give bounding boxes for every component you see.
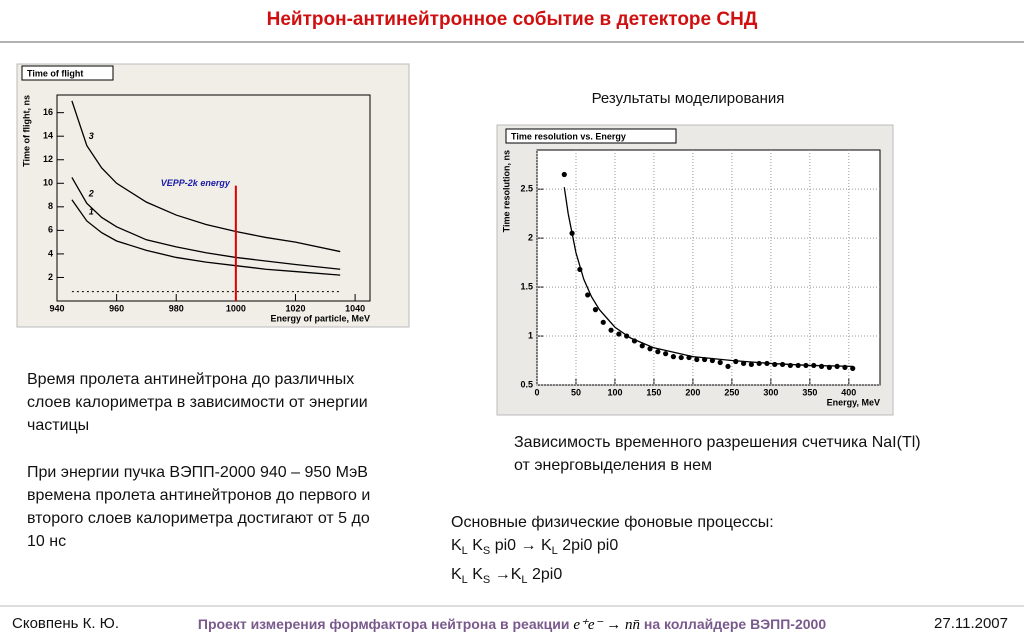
chart-title: Time resolution vs. Energy: [511, 131, 626, 141]
y-tick-label: 2.5: [520, 184, 533, 194]
data-point: [608, 327, 614, 333]
paragraph: Время пролета антинейтрона до различных …: [27, 371, 368, 434]
y-tick-label: 4: [48, 248, 53, 258]
series-line: [71, 100, 341, 253]
chart-title: Time of flight: [27, 68, 83, 78]
footer-formula: e⁺e⁻ → nn̄: [573, 617, 640, 633]
data-point: [670, 354, 677, 360]
annotation-text: VEPP-2k energy: [161, 178, 231, 188]
x-tick-label: 1000: [226, 303, 246, 313]
chart-title-box: [21, 65, 114, 81]
data-point: [717, 359, 723, 366]
process-text: K: [451, 566, 462, 584]
data-point: [647, 346, 653, 352]
subscript: L: [461, 574, 468, 587]
x-tick-label: 0: [534, 387, 539, 397]
plot-frame: [56, 94, 371, 302]
data-point: [616, 331, 622, 337]
curve-label: 2: [88, 189, 94, 199]
sim-caption: Результаты моделирования: [591, 90, 785, 107]
x-tick-label: 150: [646, 387, 661, 397]
data-point: [818, 363, 825, 369]
x-tick-label: 250: [724, 387, 739, 397]
process-text: 2pi0 pi0: [557, 537, 619, 554]
subscript: S: [482, 545, 491, 558]
plot-frame: [536, 149, 881, 386]
y-tick-label: 8: [48, 201, 53, 211]
y-tick-label: 2: [48, 272, 53, 282]
x-tick-label: 350: [802, 387, 817, 397]
data-point: [639, 343, 645, 349]
series-line: [71, 177, 341, 270]
slide-title: Нейтрон-антинейтронное событие в детекто…: [266, 9, 758, 30]
subscript: L: [551, 545, 558, 558]
y-tick-label: 14: [43, 131, 53, 141]
data-point: [740, 360, 747, 367]
x-tick-label: 50: [571, 387, 581, 397]
y-tick-label: 10: [43, 178, 53, 188]
x-axis-label: Energy, MeV: [827, 397, 880, 407]
process-line: KL KS →KL 2pi0: [451, 563, 871, 592]
paragraph: При энергии пучка ВЭПП-2000 940 – 950 Мэ…: [27, 464, 371, 550]
data-point: [561, 171, 567, 178]
series-line: [563, 187, 853, 368]
x-tick-label: 400: [841, 387, 856, 397]
x-tick-label: 1040: [345, 303, 365, 313]
curve-label: 1: [89, 206, 94, 216]
x-tick-label: 300: [763, 387, 778, 397]
processes-heading: Основные физические фоновые процессы:: [451, 514, 774, 531]
data-point: [663, 351, 669, 357]
process-line: KL KS pi0 → KL 2pi0 pi0: [451, 534, 871, 563]
y-tick-label: 0.5: [520, 379, 533, 389]
processes: KL KS pi0 → KL 2pi0 pi0 KL KS →KL 2pi0: [451, 534, 871, 592]
data-point: [748, 361, 754, 368]
series-line: [71, 199, 341, 276]
footer-date: 27.11.2007: [934, 615, 1008, 632]
footer-project: Проект измерения формфактора нейтрона в …: [0, 613, 1024, 637]
data-point: [787, 362, 793, 369]
data-point: [772, 361, 778, 368]
process-text: K: [451, 537, 462, 554]
process-text: K: [467, 537, 483, 554]
curve-label: 3: [89, 131, 94, 141]
data-point: [600, 319, 606, 325]
x-tick-label: 980: [169, 303, 184, 313]
data-point: [655, 349, 661, 355]
data-point: [592, 307, 599, 313]
y-axis-label: Time resolution, ns: [501, 150, 511, 232]
x-tick-label: 100: [607, 387, 622, 397]
process-text: pi0 → K: [490, 537, 552, 554]
footer-text: на коллайдере ВЭПП-2000: [643, 616, 827, 632]
y-tick-label: 12: [43, 154, 53, 164]
y-axis-label: Time of flight, ns: [21, 95, 31, 167]
x-tick-label: 1020: [285, 303, 305, 313]
y-tick-label: 1: [528, 330, 533, 340]
chart-title-box: [505, 128, 677, 144]
data-point: [725, 363, 731, 369]
data-point: [694, 356, 700, 363]
y-tick-label: 2: [528, 233, 533, 243]
subscript: L: [521, 574, 528, 587]
y-tick-label: 16: [43, 107, 53, 117]
caption: Зависимость временного разрешения счетчи…: [514, 434, 921, 474]
y-tick-label: 1.5: [520, 281, 533, 291]
x-axis-label: Energy of particle, MeV: [270, 313, 370, 323]
process-text: →K: [490, 566, 522, 584]
x-tick-label: 960: [109, 303, 124, 313]
process-text: K: [467, 566, 483, 584]
x-tick-label: 200: [685, 387, 700, 397]
subscript: L: [461, 545, 468, 558]
footer-author: Сковпень К. Ю.: [12, 615, 119, 632]
data-point: [585, 292, 591, 298]
data-point: [756, 360, 762, 367]
footer-text: Проект измерения формфактора нейтрона в …: [197, 616, 570, 632]
data-point: [678, 354, 684, 361]
x-tick-label: 940: [49, 303, 64, 313]
data-point: [850, 365, 856, 371]
y-tick-label: 6: [48, 225, 53, 235]
subscript: S: [482, 574, 491, 587]
process-text: 2pi0: [527, 566, 563, 584]
